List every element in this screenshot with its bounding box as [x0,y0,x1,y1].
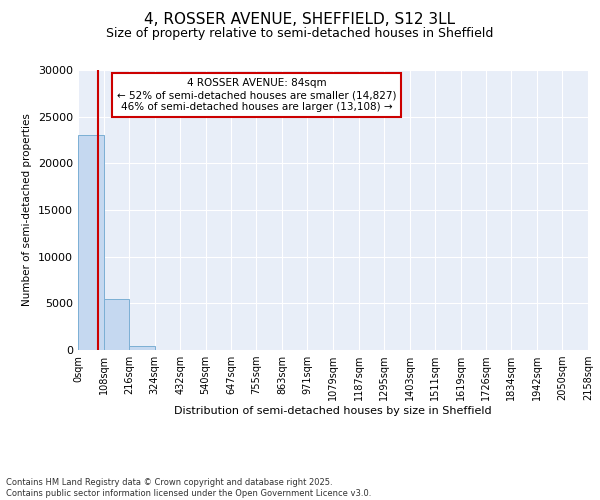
Text: Size of property relative to semi-detached houses in Sheffield: Size of property relative to semi-detach… [106,28,494,40]
Bar [104,298,129,350]
Bar [129,346,155,350]
Text: 4, ROSSER AVENUE, SHEFFIELD, S12 3LL: 4, ROSSER AVENUE, SHEFFIELD, S12 3LL [145,12,455,28]
Text: Contains HM Land Registry data © Crown copyright and database right 2025.
Contai: Contains HM Land Registry data © Crown c… [6,478,371,498]
Bar [78,136,104,350]
X-axis label: Distribution of semi-detached houses by size in Sheffield: Distribution of semi-detached houses by … [174,406,492,416]
Text: 4 ROSSER AVENUE: 84sqm
← 52% of semi-detached houses are smaller (14,827)
46% of: 4 ROSSER AVENUE: 84sqm ← 52% of semi-det… [117,78,396,112]
Y-axis label: Number of semi-detached properties: Number of semi-detached properties [22,114,32,306]
